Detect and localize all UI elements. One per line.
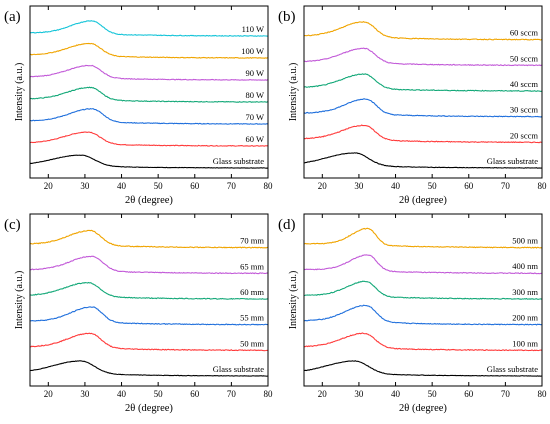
- x-tick-label: 40: [391, 389, 401, 399]
- y-axis-label: Intensity (a.u.): [288, 63, 299, 122]
- x-tick-label: 40: [391, 181, 401, 191]
- plot-frame: [303, 5, 543, 179]
- series-label: Glass substrate: [487, 156, 538, 166]
- series-line: [30, 281, 268, 300]
- y-axis-label: Intensity (a.u.): [14, 271, 25, 330]
- x-tick-label: 30: [354, 181, 364, 191]
- x-tick-label: 60: [464, 181, 474, 191]
- x-tick-label: 80: [538, 389, 548, 399]
- series-label: 110 W: [242, 24, 264, 34]
- series-label: Glass substrate: [213, 364, 264, 374]
- panel-label: (c): [4, 217, 21, 233]
- x-tick-label: 70: [227, 181, 237, 191]
- series-label: 50 sccm: [510, 53, 538, 63]
- series-line: [304, 304, 542, 326]
- panel-b: Glass substrate 20 sccm 30 sccm 40 sccm 50 s…: [278, 5, 548, 206]
- series-label: 100 nm: [512, 338, 538, 348]
- x-tick-label: 70: [227, 389, 237, 399]
- series-line: [30, 86, 268, 103]
- series-line: [30, 255, 268, 275]
- x-tick-label: 20: [44, 389, 54, 399]
- series-line: [304, 47, 542, 67]
- series-label: 55 mm: [240, 313, 264, 323]
- series-label: 70 W: [246, 112, 265, 122]
- x-tick-label: 30: [80, 181, 90, 191]
- series-line: [30, 131, 268, 147]
- x-tick-label: 50: [428, 389, 438, 399]
- plot-frame: [29, 5, 269, 179]
- series-line: [304, 73, 542, 92]
- series-label: 90 W: [246, 68, 265, 78]
- x-tick-label: 20: [44, 181, 54, 191]
- panel-label: (b): [278, 9, 296, 25]
- series-label: 50 mm: [240, 338, 264, 348]
- series-line: [30, 154, 268, 169]
- series-line: [30, 306, 268, 326]
- x-tick-label: 50: [154, 181, 164, 191]
- plot-frame: [303, 213, 543, 387]
- series-label: 65 mm: [240, 261, 264, 271]
- x-tick-label: 60: [464, 389, 474, 399]
- series-line: [304, 254, 542, 275]
- series-label: 500 nm: [512, 236, 538, 246]
- x-tick-label: 20: [318, 181, 328, 191]
- series-line: [304, 360, 542, 377]
- x-tick-label: 80: [264, 181, 274, 191]
- x-axis-label: 2θ (degree): [125, 403, 173, 414]
- x-tick-label: 80: [264, 389, 274, 399]
- series-label: 60 mm: [240, 287, 264, 297]
- x-tick-label: 40: [117, 181, 127, 191]
- panel-c: Glass substrate 50 mm 55 mm 60 mm 65 mm 70 mm…: [4, 213, 274, 414]
- series-label: 70 mm: [240, 236, 264, 246]
- panel-label: (d): [278, 217, 296, 233]
- x-tick-label: 30: [80, 389, 90, 399]
- series-line: [30, 20, 268, 37]
- x-tick-label: 60: [190, 389, 200, 399]
- x-axis-label: 2θ (degree): [399, 403, 447, 414]
- series-label: 30 sccm: [510, 105, 538, 115]
- series-label: 200 nm: [512, 313, 538, 323]
- series-line: [304, 20, 542, 41]
- series-label: Glass substrate: [487, 364, 538, 374]
- x-tick-label: 20: [318, 389, 328, 399]
- series-label: 400 nm: [512, 261, 538, 271]
- series-label: 80 W: [246, 90, 265, 100]
- series-label: 300 nm: [512, 287, 538, 297]
- x-tick-label: 30: [354, 389, 364, 399]
- series-line: [30, 229, 268, 249]
- y-axis-label: Intensity (a.u.): [14, 63, 25, 122]
- panel-label: (a): [4, 9, 21, 25]
- x-tick-label: 50: [428, 181, 438, 191]
- series-line: [304, 124, 542, 144]
- x-tick-label: 70: [501, 389, 511, 399]
- x-tick-label: 80: [538, 181, 548, 191]
- series-line: [304, 227, 542, 249]
- plot-frame: [29, 213, 269, 387]
- panel-a: Glass substrate 60 W 70 W 80 W 90 W 100 W 110 …: [4, 5, 274, 206]
- x-tick-label: 50: [154, 389, 164, 399]
- series-line: [30, 332, 268, 352]
- series-label: 20 sccm: [510, 130, 538, 140]
- x-axis-label: 2θ (degree): [125, 195, 173, 206]
- panel-d: Glass substrate 100 nm 200 nm 300 nm 400 nm 5…: [278, 213, 548, 414]
- series-line: [30, 360, 268, 377]
- series-line: [304, 332, 542, 352]
- series-line: [304, 98, 542, 118]
- series-label: Glass substrate: [213, 156, 264, 166]
- series-label: 60 sccm: [510, 28, 538, 38]
- x-tick-label: 60: [190, 181, 200, 191]
- series-label: 100 W: [241, 46, 264, 56]
- x-tick-label: 40: [117, 389, 127, 399]
- series-line: [304, 280, 542, 300]
- x-tick-label: 70: [501, 181, 511, 191]
- y-axis-label: Intensity (a.u.): [288, 271, 299, 330]
- series-label: 40 sccm: [510, 79, 538, 89]
- series-label: 60 W: [246, 134, 265, 144]
- series-line: [304, 152, 542, 169]
- series-line: [30, 108, 268, 125]
- series-line: [30, 64, 268, 81]
- series-line: [30, 42, 268, 59]
- x-axis-label: 2θ (degree): [399, 195, 447, 206]
